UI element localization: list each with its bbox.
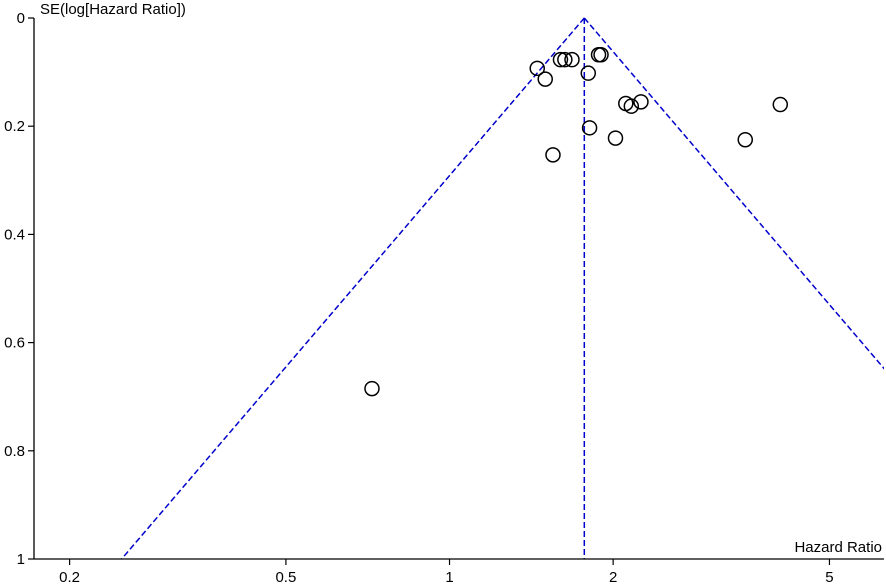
x-axis-title: Hazard Ratio xyxy=(794,539,882,556)
study-point-1 xyxy=(529,60,545,77)
study-point-15 xyxy=(737,131,753,148)
funnel-right-limit-line xyxy=(583,17,884,370)
study-point-8 xyxy=(580,65,597,81)
study-point-13 xyxy=(623,98,640,114)
study-point-11 xyxy=(607,130,624,146)
x-tick-label: 5 xyxy=(825,569,833,584)
y-tick-label: 1 xyxy=(17,551,25,568)
study-point-14 xyxy=(633,94,649,110)
funnel-lines xyxy=(121,17,884,559)
y-tick-label: 0.4 xyxy=(4,226,25,243)
study-point-2 xyxy=(537,71,553,87)
y-axis-title: SE(log[Hazard Ratio]) xyxy=(40,1,186,18)
study-point-16 xyxy=(772,96,789,113)
study-point-10 xyxy=(545,147,561,163)
study-point-4 xyxy=(557,51,573,68)
study-point-9 xyxy=(581,120,598,136)
study-point-17 xyxy=(364,380,380,397)
x-tick-label: 2 xyxy=(609,569,617,584)
axes: 0 0.2 0.4 0.6 0.8 1 0.2 0.5 1 2 5 xyxy=(4,10,884,584)
y-tick-label: 0 xyxy=(17,10,25,27)
y-tick-label: 0.8 xyxy=(4,443,25,460)
funnel-left-limit-line xyxy=(121,17,585,559)
study-points xyxy=(364,47,789,397)
y-tick-label: 0.2 xyxy=(4,118,25,135)
study-point-5 xyxy=(564,51,580,68)
study-point-3 xyxy=(552,51,569,68)
x-tick-label: 1 xyxy=(445,569,453,584)
y-tick-label: 0.6 xyxy=(4,335,25,352)
x-tick-label: 0.5 xyxy=(275,569,296,584)
x-tick-label: 0.2 xyxy=(59,569,80,584)
study-point-7 xyxy=(593,47,609,63)
